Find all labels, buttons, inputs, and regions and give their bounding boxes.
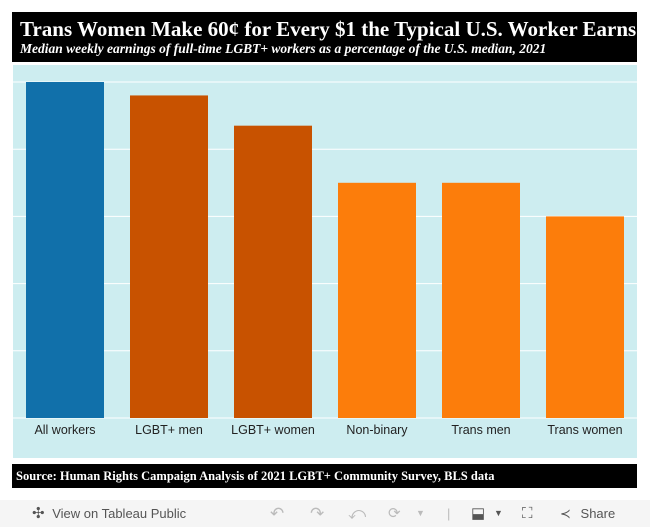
share-button[interactable]: ≺ Share [560, 500, 615, 527]
bar[interactable] [546, 216, 624, 418]
fullscreen-icon[interactable]: ⛶ [522, 505, 533, 522]
view-on-tableau-button[interactable]: ✣ View on Tableau Public [32, 500, 186, 527]
tableau-toolbar: ✣ View on Tableau Public ↶ ↷ ⤺ ⟳ ▼ | ⬓ ▼… [0, 500, 650, 527]
download-dropdown-icon[interactable]: ▼ [494, 508, 503, 518]
x-tick-label: Trans women [547, 423, 622, 437]
refresh-icon[interactable]: ⟳ [388, 505, 401, 522]
revert-icon[interactable]: ⤺ [348, 504, 367, 523]
x-tick-label: LGBT+ women [231, 423, 315, 437]
chart-svg: All workers LGBT+ men LGBT+ women Non-binar… [13, 81, 637, 437]
bar[interactable] [234, 125, 312, 419]
redo-icon[interactable]: ↷ [310, 504, 325, 523]
x-tick-label: Trans men [451, 423, 510, 437]
share-label: Share [580, 506, 616, 521]
toolbar-divider: | [447, 506, 451, 521]
bar-chart: All workers LGBT+ men LGBT+ women Non-binar… [13, 65, 637, 458]
bar[interactable] [442, 182, 520, 418]
tableau-logo-icon: ✣ [32, 505, 45, 522]
view-on-tableau-label: View on Tableau Public [52, 506, 187, 521]
bar[interactable] [130, 95, 208, 418]
source-note: Source: Human Rights Campaign Analysis o… [12, 464, 637, 488]
chart-header: Trans Women Make 60¢ for Every $1 the Ty… [12, 12, 637, 62]
bar[interactable] [26, 82, 104, 418]
undo-icon[interactable]: ↶ [270, 504, 285, 523]
bar[interactable] [338, 182, 416, 418]
x-tick-label: All workers [34, 423, 95, 437]
x-tick-label: LGBT+ men [135, 423, 203, 437]
share-icon: ≺ [560, 506, 571, 521]
download-icon[interactable]: ⬓ [471, 505, 486, 522]
chart-subtitle: Median weekly earnings of full-time LGBT… [20, 41, 547, 56]
chart-title: Trans Women Make 60¢ for Every $1 the Ty… [20, 17, 637, 41]
refresh-dropdown-icon[interactable]: ▼ [416, 508, 425, 518]
x-tick-label: Non-binary [346, 423, 408, 437]
